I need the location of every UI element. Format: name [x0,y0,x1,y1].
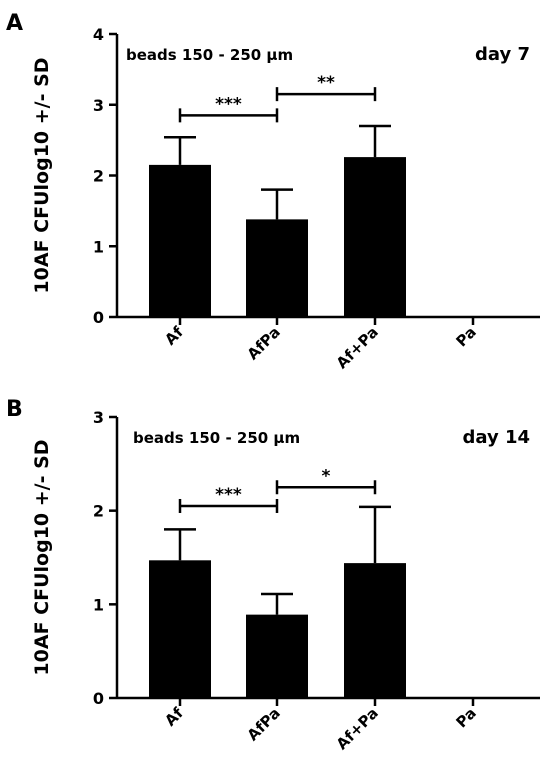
y-tick-label: 2 [93,502,104,521]
day-label: day 7 [475,44,530,65]
panel-letter: B [6,397,23,422]
bar-afpa [246,219,308,317]
x-tick-label: Af+Pa [333,704,382,753]
y-tick-label: 3 [93,96,104,115]
chart-panel-b: B 10AF CFUlog10 +/- SD 0 1 2 3 Af AfPa Af+Pa Pa be… [6,397,540,753]
significance-label: *** [215,94,242,114]
y-tick-label: 0 [93,308,104,327]
x-tick-label: Af+Pa [333,323,382,372]
y-tick-label: 1 [93,237,104,256]
y-tick-label: 2 [93,167,104,186]
significance-label: ** [317,73,335,93]
significance-label: * [322,466,331,486]
significance-label: *** [215,485,242,505]
panel-letter: A [6,11,23,36]
bar-afpa [246,614,308,698]
bar-af [149,560,211,698]
chart-panel-a: A 10AF CFUlog10 +/- SD 0 1 2 3 4 Af AfPa Af+Pa Pa b… [6,11,540,372]
bead-size-annotation: beads 150 - 250 µm [126,46,293,64]
x-tick-label: Pa [452,704,479,731]
x-tick-label: Pa [452,323,479,350]
y-tick-label: 4 [93,25,104,44]
y-axis-label: 10AF CFUlog10 +/- SD [31,439,53,675]
y-tick-label: 1 [93,595,104,614]
x-tick-label: AfPa [244,323,284,363]
y-axis-label: 10AF CFUlog10 +/- SD [31,57,53,293]
x-tick-label: AfPa [244,704,284,744]
bar-af-plus-pa [344,157,406,317]
day-label: day 14 [462,427,530,448]
y-tick-label: 0 [93,689,104,708]
x-tick-label: Af [161,704,187,730]
bead-size-annotation: beads 150 - 250 µm [133,429,300,447]
bar-af-plus-pa [344,563,406,698]
y-tick-label: 3 [93,408,104,427]
x-tick-label: Af [161,323,187,349]
bar-af [149,164,211,317]
